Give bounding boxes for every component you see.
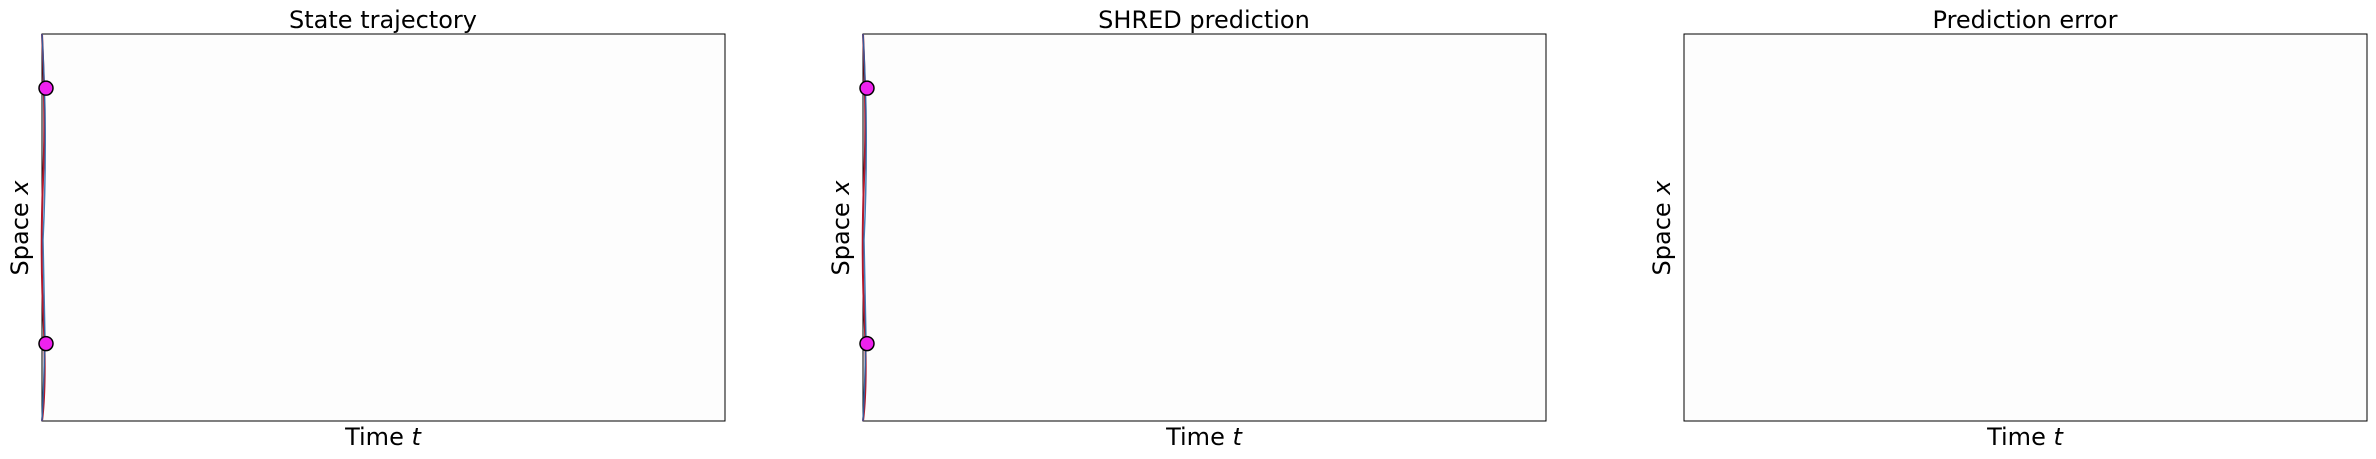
sensor-marker <box>859 80 875 96</box>
panel-prediction-error: Prediction error Time t Space x <box>1648 6 2368 451</box>
panel-title: State trajectory <box>289 6 477 34</box>
y-axis-label: Space x <box>6 180 34 276</box>
panel-title: Prediction error <box>1933 6 2118 34</box>
sensor-marker <box>38 335 54 352</box>
y-axis-label: Space x <box>827 180 855 276</box>
x-axis-label: Time t <box>344 423 422 451</box>
y-axis-label: Space x <box>1648 180 1676 276</box>
sensor-markers <box>38 80 54 352</box>
plot-area <box>862 33 1547 422</box>
panel-shred-prediction: SHRED prediction Time t Space x <box>827 6 1547 451</box>
sensor-markers <box>859 80 875 352</box>
plot-area <box>1683 33 2368 422</box>
sensor-marker <box>859 335 875 352</box>
sensor-marker <box>38 80 54 96</box>
panel-title: SHRED prediction <box>1098 6 1310 34</box>
panel-state-trajectory: State trajectory Time t Space x <box>6 6 726 451</box>
plot-area <box>41 33 726 422</box>
x-axis-label: Time t <box>1986 423 2064 451</box>
x-axis-label: Time t <box>1165 423 1243 451</box>
